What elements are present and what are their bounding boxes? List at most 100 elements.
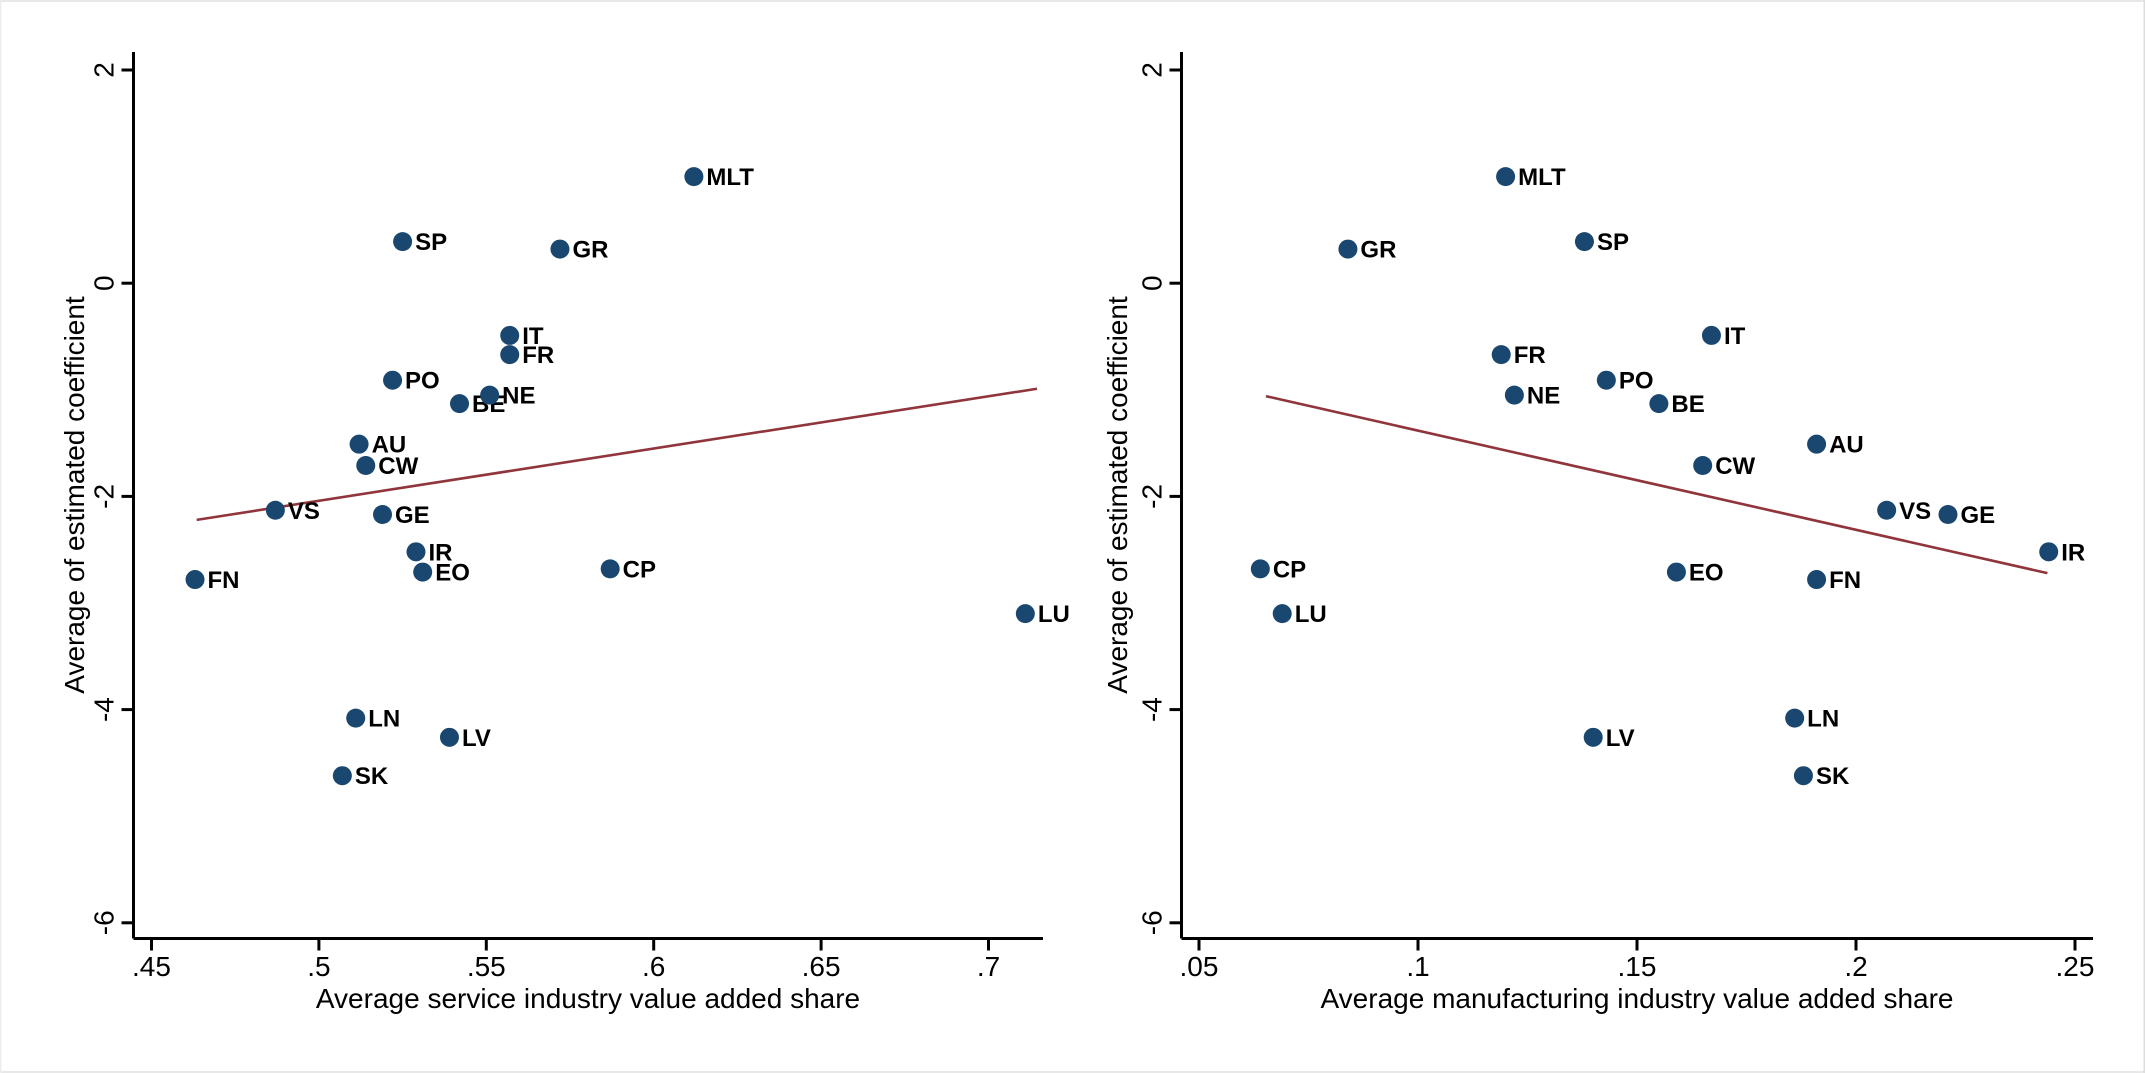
data-point-NE [1504, 385, 1524, 405]
data-point-FR [500, 345, 520, 365]
y-tick-label: -6 [89, 910, 120, 935]
y-tick-label: -4 [1137, 697, 1168, 722]
data-point-PO [383, 370, 403, 390]
data-point-BE [1649, 394, 1669, 414]
y-tick-label: -2 [89, 484, 120, 509]
x-tick-label: .2 [1844, 951, 1867, 982]
point-label-FN: FN [1829, 567, 1861, 594]
data-point-GE [1938, 505, 1958, 525]
data-point-EO [413, 562, 433, 582]
x-tick-label: .5 [307, 951, 330, 982]
data-point-SK [332, 766, 352, 786]
data-point-CP [1250, 559, 1270, 579]
data-point-CP [600, 559, 620, 579]
data-point-GE [373, 505, 393, 525]
point-label-CW: CW [1715, 453, 1755, 480]
y-tick-label: -6 [1137, 910, 1168, 935]
data-point-IR [2039, 542, 2059, 562]
point-label-EO: EO [1689, 560, 1724, 587]
data-point-CW [356, 455, 376, 475]
point-label-VS: VS [288, 498, 320, 525]
y-tick-label: -2 [1137, 484, 1168, 509]
x-tick-label: .05 [1180, 951, 1219, 982]
right-plot-x-axis-title: Average manufacturing industry value add… [1321, 983, 1954, 1014]
fit-line [196, 387, 1038, 522]
data-point-LU [1015, 604, 1035, 624]
x-tick-label: .45 [132, 951, 171, 982]
point-label-GR: GR [572, 237, 608, 264]
data-point-LV [1583, 727, 1603, 747]
point-label-FN: FN [208, 567, 240, 594]
data-point-VS [265, 500, 285, 520]
manufacturing-share-scatter-plot: 2 0 -2 -4 -6 .05 .1 .15 .2 .25 MLT SP GR IT FR PO NE BE AU… [1137, 52, 2094, 982]
point-label-NE: NE [502, 383, 535, 410]
point-label-VS: VS [1899, 498, 1931, 525]
left-plot-x-axis-title: Average service industry value added sha… [316, 983, 860, 1014]
data-point-GR [1338, 239, 1358, 259]
point-label-IR: IR [2061, 539, 2085, 566]
point-label-GE: GE [395, 502, 430, 529]
data-point-AU [349, 434, 369, 454]
x-tick-label: .65 [802, 951, 841, 982]
data-point-LN [346, 708, 366, 728]
point-label-GE: GE [1960, 502, 1995, 529]
data-point-IT [1701, 325, 1721, 345]
data-point-FN [185, 570, 205, 590]
fit-line [1265, 394, 2048, 575]
point-label-SP: SP [415, 229, 447, 256]
x-tick-label: .6 [642, 951, 665, 982]
point-label-GR: GR [1360, 237, 1396, 264]
y-tick-label: 0 [1137, 275, 1168, 291]
point-label-AU: AU [372, 432, 407, 459]
data-point-PO [1596, 370, 1616, 390]
point-label-SP: SP [1597, 229, 1629, 256]
point-label-SK: SK [355, 763, 389, 790]
point-label-LV: LV [462, 725, 491, 752]
window-left-border [0, 0, 2, 1073]
data-point-FR [1491, 345, 1511, 365]
x-tick-label: .7 [977, 951, 1000, 982]
x-tick-label: .1 [1406, 951, 1429, 982]
data-point-SK [1793, 766, 1813, 786]
point-label-CW: CW [378, 453, 418, 480]
point-label-BE: BE [1671, 391, 1704, 418]
data-point-LU [1272, 604, 1292, 624]
point-label-MLT: MLT [1518, 164, 1566, 191]
point-label-LV: LV [1606, 725, 1635, 752]
point-label-PO: PO [405, 368, 440, 395]
point-label-NE: NE [1527, 383, 1560, 410]
y-tick-label: 2 [89, 62, 120, 78]
y-tick-label: 0 [89, 275, 120, 291]
data-point-CW [1693, 455, 1713, 475]
window-bottom-border [0, 1071, 2145, 1073]
data-point-LN [1785, 708, 1805, 728]
point-label-AU: AU [1829, 432, 1864, 459]
point-label-LU: LU [1038, 601, 1070, 628]
data-point-FN [1807, 570, 1827, 590]
data-point-SP [393, 232, 413, 252]
point-label-FR: FR [522, 342, 554, 369]
data-point-SP [1574, 232, 1594, 252]
point-label-LU: LU [1295, 601, 1327, 628]
data-point-LV [439, 727, 459, 747]
window-top-border [0, 0, 2145, 2]
point-label-PO: PO [1619, 368, 1654, 395]
point-label-IR: IR [428, 539, 452, 566]
left-plot-y-axis-title: Average of estimated coefficient [59, 296, 90, 694]
point-label-CP: CP [1273, 556, 1306, 583]
point-label-IT: IT [522, 323, 544, 350]
point-label-IT: IT [1724, 323, 1746, 350]
x-tick-label: .15 [1618, 951, 1657, 982]
point-label-CP: CP [623, 556, 656, 583]
data-point-VS [1877, 500, 1897, 520]
data-point-IT [500, 325, 520, 345]
data-point-IR [406, 542, 426, 562]
point-label-FR: FR [1514, 342, 1546, 369]
point-label-MLT: MLT [706, 164, 754, 191]
window-right-border [2143, 0, 2145, 1073]
data-point-GR [550, 239, 570, 259]
point-label-SK: SK [1816, 763, 1850, 790]
